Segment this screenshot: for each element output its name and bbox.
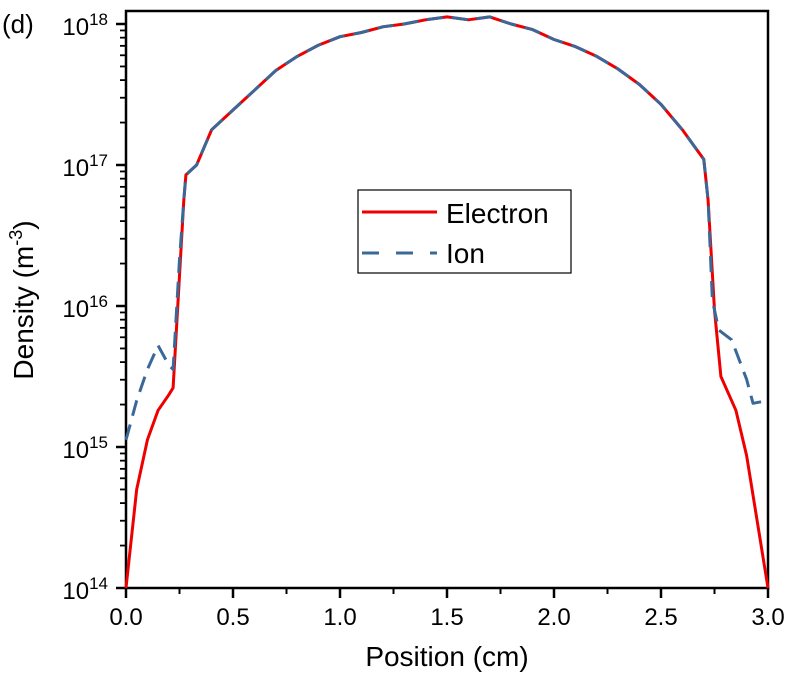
y-axis-label: Density (m-3) (6, 220, 39, 379)
y-tick-exp: 16 (89, 292, 108, 311)
x-tick-label: 2.0 (537, 604, 570, 631)
legend-ion-label: Ion (446, 238, 485, 269)
x-tick-label: 1.0 (323, 604, 356, 631)
series-electron-line (124, 15, 770, 589)
y-tick-exp: 14 (89, 574, 108, 593)
x-tick-label: 2.5 (644, 604, 677, 631)
series-lines (124, 15, 770, 589)
y-tick-base: 10 (62, 14, 89, 41)
y-axis-label-end: ) (8, 220, 39, 229)
x-tick-label: 0.0 (109, 604, 142, 631)
axis-ticks: 0.0 0.5 1.0 1.5 2.0 2.5 3.01014101510161017101… (62, 10, 784, 631)
y-tick-base: 10 (62, 155, 89, 182)
y-tick-exp: 18 (89, 10, 108, 29)
legend-electron-label: Electron (446, 198, 549, 229)
x-tick-label: 1.5 (430, 604, 463, 631)
series-ion-line (124, 15, 769, 441)
y-axis-label-sup: -3 (6, 230, 26, 246)
x-axis-label: Position (cm) (365, 641, 528, 672)
panel-label: (d) (2, 9, 34, 39)
legend-box (357, 189, 572, 274)
y-tick-exp: 15 (89, 433, 108, 452)
y-tick-label: 1014 (62, 574, 108, 605)
plot-frame (124, 9, 770, 590)
y-tick-label: 1015 (62, 433, 108, 464)
y-tick-base: 10 (62, 296, 89, 323)
y-tick-label: 1017 (62, 151, 108, 182)
y-axis-label-main: Density (m (8, 246, 39, 380)
legend: Electron Ion (357, 189, 572, 274)
x-tick-label: 3.0 (751, 604, 784, 631)
y-tick-exp: 17 (89, 151, 108, 170)
y-tick-base: 10 (62, 437, 89, 464)
x-tick-label: 0.5 (216, 604, 249, 631)
y-tick-base: 10 (62, 578, 89, 605)
y-tick-label: 1018 (62, 10, 108, 41)
y-tick-label: 1016 (62, 292, 108, 323)
